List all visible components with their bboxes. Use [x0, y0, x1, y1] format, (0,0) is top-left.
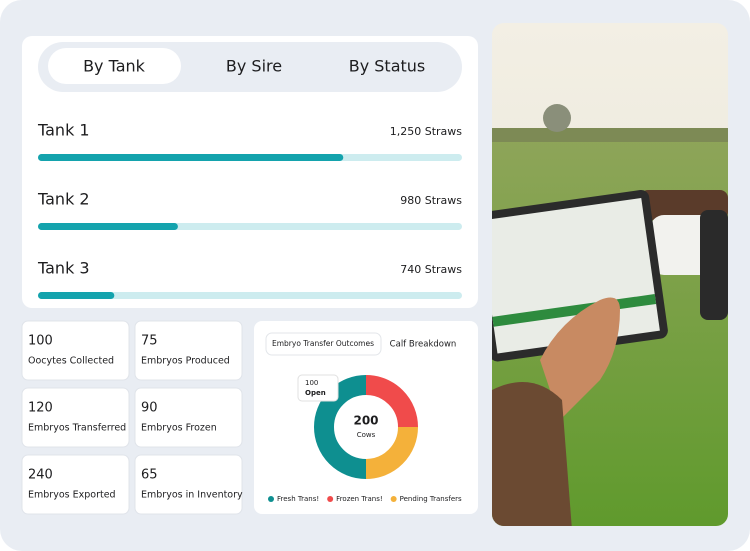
- tank-name: Tank 1: [37, 121, 90, 140]
- tank-fill: [38, 292, 115, 299]
- stat-value: 120: [28, 401, 53, 416]
- stat-value: 90: [141, 401, 158, 416]
- stat-label: Oocytes Collected: [28, 356, 114, 367]
- tooltip: [297, 374, 339, 402]
- donut-segment: [365, 375, 418, 428]
- stat-card: [21, 454, 130, 515]
- tab[interactable]: By Tank: [83, 57, 146, 76]
- tank-straws: 740 Straws: [400, 263, 462, 276]
- stat-card: [134, 387, 243, 448]
- stat-card: [21, 387, 130, 448]
- stat-value: 100: [28, 334, 53, 349]
- stat-label: Embryos Transferred: [28, 423, 126, 434]
- tank-fill: [38, 223, 178, 230]
- donut-hole: [335, 396, 397, 458]
- stat-label: Embryos Exported: [28, 490, 116, 501]
- tank-straws: 1,250 Straws: [390, 125, 463, 138]
- donut-total: 200: [353, 414, 378, 428]
- legend-label: Frozen Trans!: [336, 495, 382, 503]
- tank-name: Tank 3: [37, 259, 90, 278]
- stat-card: [134, 454, 243, 515]
- active-tab: [48, 48, 181, 84]
- tank-panel: [22, 36, 478, 308]
- legend-dot: [327, 496, 334, 502]
- donut-segment: [365, 426, 418, 479]
- tank-name: Tank 2: [37, 190, 90, 209]
- legend-dot: [268, 496, 274, 502]
- stat-value: 240: [28, 468, 53, 483]
- legend-dot: [390, 496, 397, 502]
- tank-track: [38, 292, 462, 299]
- tank-straws: 980 Straws: [400, 194, 462, 207]
- tank-fill: [38, 154, 344, 161]
- stat-value: 75: [141, 334, 158, 349]
- donut-total-label: Cows: [357, 431, 376, 439]
- stat-card: [134, 320, 243, 381]
- legend-label: Fresh Trans!: [277, 495, 319, 503]
- stat-label: Embryos Frozen: [141, 423, 217, 434]
- stat-label: Embryos in Inventory: [141, 490, 243, 501]
- legend-label: Pending Transfers: [400, 495, 462, 503]
- stat-value: 65: [141, 468, 158, 483]
- donut-segment: [314, 375, 367, 479]
- donut-tab[interactable]: Calf Breakdown: [390, 340, 457, 350]
- stat-label: Embryos Produced: [141, 356, 230, 367]
- tooltip-label: Open: [305, 389, 326, 397]
- tooltip-value: 100: [305, 379, 318, 387]
- stat-card: [21, 320, 130, 381]
- tab[interactable]: By Status: [349, 57, 426, 76]
- tab[interactable]: By Sire: [226, 57, 282, 76]
- photo: [492, 23, 728, 526]
- donut-tab[interactable]: Embryo Transfer Outcomes: [272, 339, 374, 348]
- active-donut-tab: [265, 332, 382, 356]
